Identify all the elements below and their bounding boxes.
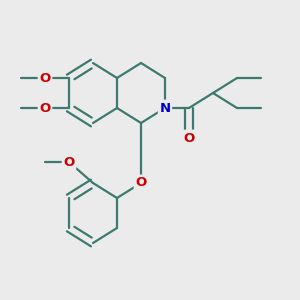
- Text: O: O: [63, 155, 75, 169]
- Text: O: O: [183, 131, 195, 145]
- Text: O: O: [39, 71, 51, 85]
- Text: O: O: [135, 176, 147, 190]
- Text: O: O: [39, 101, 51, 115]
- Text: O: O: [183, 131, 195, 145]
- Text: N: N: [159, 101, 171, 115]
- Text: O: O: [39, 101, 51, 115]
- Text: O: O: [39, 71, 51, 85]
- Text: O: O: [63, 155, 75, 169]
- Text: N: N: [159, 101, 171, 115]
- Text: O: O: [135, 176, 147, 190]
